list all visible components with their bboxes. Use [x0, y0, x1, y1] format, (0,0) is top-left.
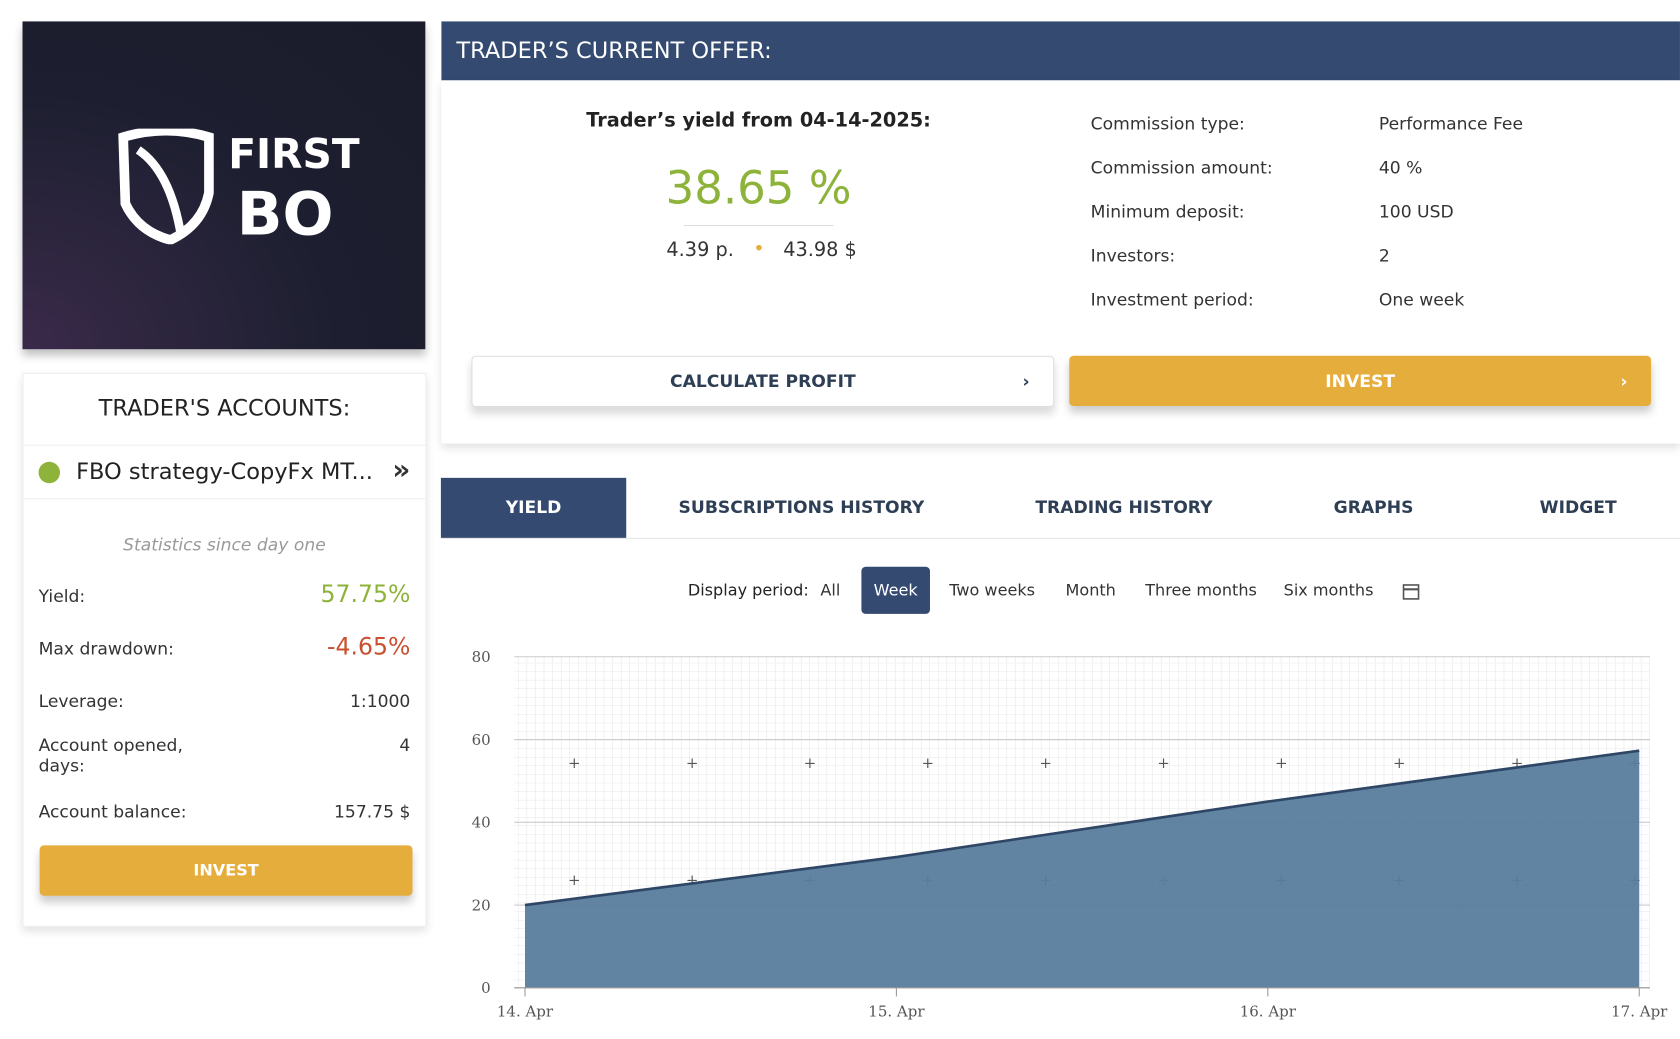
points: 4.39 p.	[666, 238, 734, 262]
yield-chart: 0 20 40 60 80 14. Apr 15. Apr 16. Apr 17. Apr + + +…	[472, 648, 1669, 1021]
stat-label: Leverage:	[38, 691, 124, 712]
plus-marker: +	[1157, 754, 1170, 772]
detail-label: Investment period:	[1090, 289, 1254, 310]
stat-row: Max drawdown: -4.65%	[38, 634, 411, 661]
arrow: »	[392, 454, 411, 487]
detail-label: Commission amount:	[1090, 157, 1273, 178]
y-tick-label: 80	[472, 648, 491, 666]
tab[interactable]: TRADING HISTORY	[1035, 497, 1213, 518]
logo-box: FIRST BO	[22, 21, 426, 350]
stat-row: Leverage: 1:1000	[39, 691, 411, 711]
stat-label: Max drawdown:	[38, 638, 174, 659]
period-option[interactable]: Two weeks	[949, 580, 1036, 600]
accounts-panel: TRADER'S ACCOUNTS: FBO strategy-CopyFx M…	[22, 372, 427, 927]
plus-marker: +	[686, 754, 699, 772]
stat-row: Account opened, days: 4	[39, 735, 411, 776]
logo-text: FIRST	[228, 130, 360, 178]
yield-label: Trader’s yield from 04-14-2025:	[586, 109, 931, 132]
x-tick-label: 16. Apr	[1240, 1003, 1297, 1021]
logo-shield	[118, 128, 214, 245]
calculate-button[interactable]: CALCULATE PROFIT ›	[471, 355, 1055, 408]
stat-row: Yield: 57.75%	[38, 582, 411, 609]
stat-label: Account opened, days:	[38, 734, 183, 776]
period-label: Display period:	[687, 580, 809, 600]
account-row[interactable]: FBO strategy-CopyFx MT... »	[23, 444, 426, 500]
separator: •	[753, 237, 765, 261]
detail-label: Investors:	[1090, 245, 1176, 266]
area	[524, 750, 1640, 988]
y-tick-label: 0	[481, 979, 491, 997]
detail-value: 100 USD	[1378, 201, 1454, 222]
plus-marker: +	[568, 754, 581, 772]
detail-value: One week	[1378, 289, 1465, 310]
stat-value: 157.75 $	[334, 801, 411, 822]
tab[interactable]: YIELD	[440, 477, 627, 538]
period-option[interactable]: All	[820, 580, 841, 600]
stat-label: Yield:	[38, 586, 86, 607]
y-tick-label: 40	[472, 814, 491, 832]
button-label: INVEST	[1325, 370, 1396, 392]
calendar-icon[interactable]	[1401, 582, 1420, 601]
y-tick-label: 60	[472, 731, 491, 749]
stat-value: 4	[399, 734, 411, 756]
tab-bar: YIELD SUBSCRIPTIONS HISTORY TRADING HISTOR…	[440, 477, 1680, 539]
stat-value: -4.65%	[326, 634, 411, 662]
line	[524, 749, 1640, 907]
detail-value: Performance Fee	[1378, 113, 1523, 134]
status-dot	[38, 461, 60, 484]
x-tick-label: 15. Apr	[868, 1003, 925, 1021]
invest-button[interactable]: INVEST	[39, 845, 413, 896]
tab[interactable]: WIDGET	[1539, 497, 1617, 518]
stat-value: 57.75%	[320, 581, 411, 609]
plus-marker: +	[1039, 754, 1052, 772]
offer-panel: Trader’s yield from 04-14-2025: 38.65 % …	[441, 80, 1680, 444]
stat-row: Account balance: 157.75 $	[39, 801, 411, 821]
plus-marker: +	[1393, 754, 1406, 772]
plus-marker: +	[568, 871, 581, 889]
stat-value: 1:1000	[350, 691, 411, 712]
period-option[interactable]: Week	[861, 566, 930, 614]
invest-button[interactable]: INVEST ›	[1069, 355, 1652, 407]
divider	[683, 224, 834, 227]
plus-marker: +	[804, 754, 817, 772]
period-option[interactable]: Month	[1065, 580, 1116, 600]
account-name: FBO strategy-CopyFx MT...	[76, 458, 373, 485]
logo-text: BO	[236, 179, 334, 250]
detail-value: 2	[1378, 245, 1390, 266]
panel-title: TRADER'S ACCOUNTS:	[98, 395, 351, 422]
detail-label: Minimum deposit:	[1090, 201, 1245, 222]
stats-note: Statistics since day one	[123, 534, 326, 555]
tab[interactable]: GRAPHS	[1333, 497, 1414, 518]
detail-label: Commission type:	[1090, 113, 1245, 134]
detail-value: 40 %	[1378, 157, 1423, 178]
offer-header: TRADER’S CURRENT OFFER:	[441, 21, 1680, 81]
yield-value: 38.65 %	[665, 161, 852, 215]
profit: 43.98 $	[783, 238, 857, 262]
stat-label: Account balance:	[38, 801, 187, 822]
tab[interactable]: SUBSCRIPTIONS HISTORY	[678, 497, 925, 518]
x-tick-label: 17. Apr	[1611, 1003, 1668, 1021]
period-option[interactable]: Three months	[1145, 580, 1257, 600]
button-label: CALCULATE PROFIT	[670, 370, 856, 392]
plus-marker: +	[1275, 754, 1288, 772]
y-tick-label: 20	[472, 896, 491, 914]
period-option[interactable]: Six months	[1283, 580, 1374, 600]
plus-marker: +	[922, 754, 935, 772]
x-tick-label: 14. Apr	[497, 1003, 554, 1021]
